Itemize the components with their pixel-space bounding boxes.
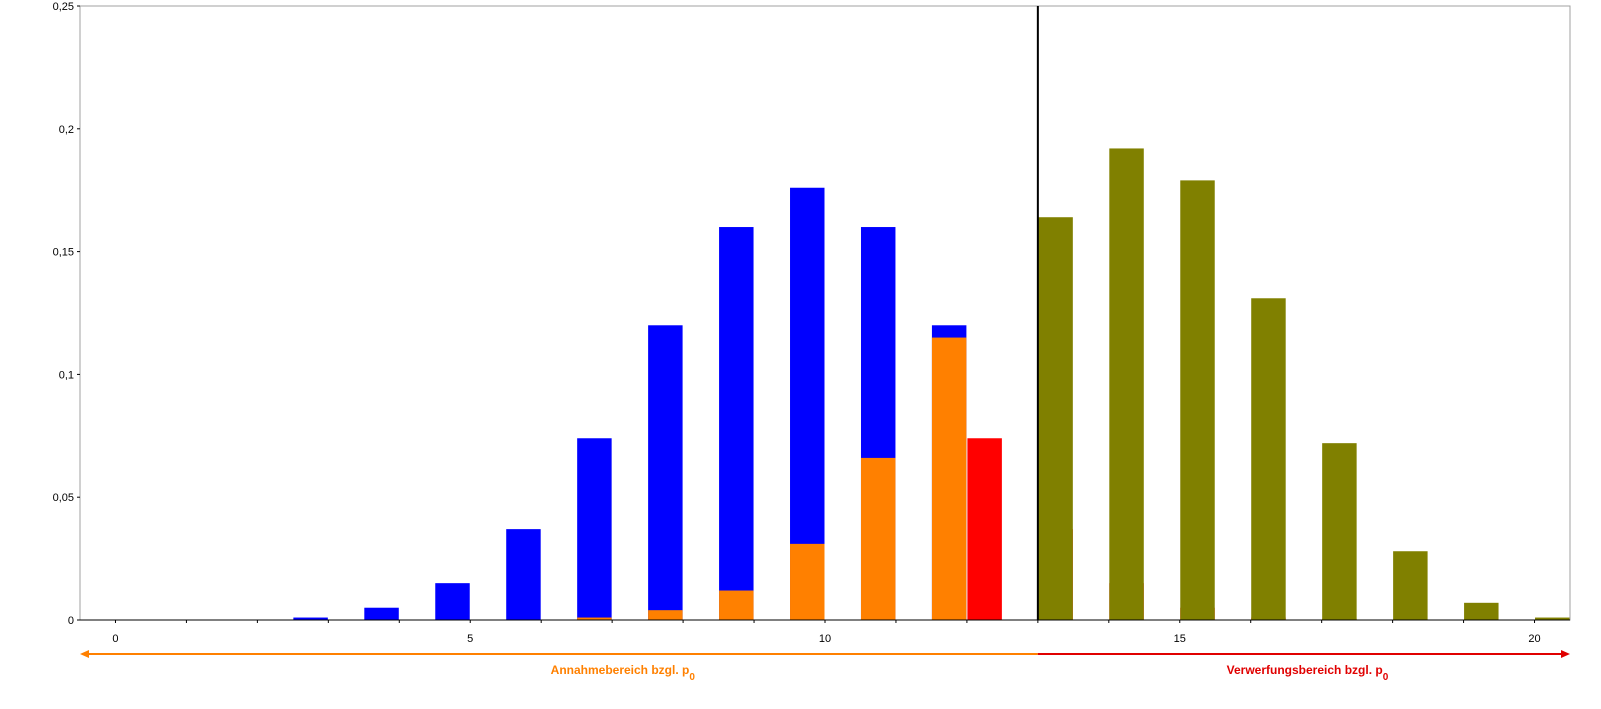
bar-series4-16 bbox=[1251, 298, 1286, 620]
bar-series1-4 bbox=[364, 607, 399, 620]
bar-series2-12 bbox=[931, 337, 967, 620]
y-tick-label-3: 0,15 bbox=[53, 247, 74, 259]
bar-series1-8 bbox=[648, 325, 683, 620]
bar-series1-6 bbox=[506, 529, 541, 620]
bar-series2-9 bbox=[719, 590, 754, 620]
bar-series2-11 bbox=[860, 457, 896, 620]
bar-series1-9 bbox=[719, 227, 754, 621]
x-tick-label-5: 5 bbox=[467, 633, 473, 645]
bar-series1-7 bbox=[577, 438, 612, 620]
bar-series1-5 bbox=[435, 583, 470, 620]
bar-series2-10 bbox=[790, 543, 825, 620]
bar-series3-12 bbox=[967, 438, 1002, 620]
x-tick-label-20: 20 bbox=[1528, 633, 1540, 645]
bar-series4-18 bbox=[1393, 551, 1428, 620]
accept-region-label: Annahmebereich bzgl. p0 bbox=[551, 663, 696, 683]
y-tick-label-2: 0,1 bbox=[59, 369, 74, 381]
bar-series1-3 bbox=[293, 617, 328, 620]
y-tick-label-1: 0,05 bbox=[53, 492, 74, 504]
bar-series4-15 bbox=[1180, 180, 1215, 620]
bars-layer bbox=[293, 148, 1570, 621]
bar-series4-17 bbox=[1322, 443, 1357, 620]
y-tick-label-5: 0,25 bbox=[53, 1, 74, 13]
x-tick-label-15: 15 bbox=[1174, 633, 1186, 645]
bar-series4-19 bbox=[1464, 602, 1499, 620]
x-tick-label-10: 10 bbox=[819, 633, 831, 645]
axes-layer bbox=[77, 5, 1571, 658]
reject-region-label: Verwerfungsbereich bzgl. p0 bbox=[1227, 663, 1389, 683]
y-tick-label-4: 0,2 bbox=[59, 124, 74, 136]
y-tick-label-0: 0 bbox=[68, 615, 74, 627]
x-tick-label-0: 0 bbox=[112, 633, 118, 645]
bar-series4-20 bbox=[1535, 617, 1570, 620]
bar-series4-14 bbox=[1109, 148, 1144, 620]
bar-series2-7 bbox=[577, 617, 612, 620]
reject-region-arrowhead bbox=[1561, 650, 1570, 658]
bar-series4-13 bbox=[1038, 217, 1073, 620]
bar-series2-8 bbox=[648, 610, 683, 620]
accept-region-arrowhead bbox=[80, 650, 89, 658]
labels-layer: 0 5 10 15 20 0 0,05 0,1 0,15 0,2 0,25 Annahmebereic… bbox=[53, 1, 1541, 683]
